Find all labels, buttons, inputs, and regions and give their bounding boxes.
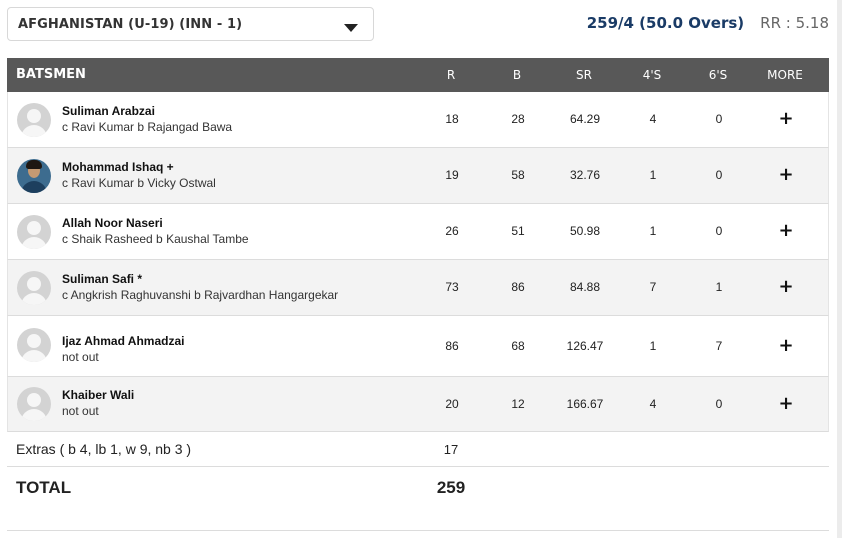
fours-cell: 4 bbox=[649, 397, 657, 411]
total-value: 259 bbox=[436, 478, 466, 497]
table-row: Khaiber Wali not out 20 12 166.67 4 0 + bbox=[7, 377, 829, 432]
fours-cell: 7 bbox=[649, 280, 657, 294]
fours-cell: 4 bbox=[649, 112, 657, 126]
table-row: Suliman Safi * c Angkrish Raghuvanshi b … bbox=[7, 260, 829, 316]
expand-plus-icon[interactable]: + bbox=[778, 276, 794, 297]
fours-cell: 1 bbox=[649, 339, 657, 353]
balls-cell: 28 bbox=[511, 112, 525, 126]
sixes-cell: 0 bbox=[715, 224, 723, 238]
header-balls: B bbox=[512, 68, 522, 82]
sixes-cell: 1 bbox=[715, 280, 723, 294]
strike-rate-cell: 84.88 bbox=[569, 280, 601, 294]
strike-rate-cell: 32.76 bbox=[569, 168, 601, 182]
balls-cell: 68 bbox=[511, 339, 525, 353]
runs-cell: 26 bbox=[445, 224, 459, 238]
placeholder-avatar-icon bbox=[17, 103, 51, 137]
runs-cell: 19 bbox=[445, 168, 459, 182]
scrollbar-track[interactable] bbox=[837, 0, 842, 538]
sixes-cell: 7 bbox=[715, 339, 723, 353]
balls-cell: 86 bbox=[511, 280, 525, 294]
sixes-cell: 0 bbox=[715, 397, 723, 411]
chevron-down-icon[interactable] bbox=[344, 24, 358, 32]
dismissal-text: not out bbox=[62, 350, 99, 364]
batsman-name[interactable]: Khaiber Wali bbox=[62, 388, 135, 402]
expand-plus-icon[interactable]: + bbox=[778, 393, 794, 414]
fours-cell: 1 bbox=[649, 224, 657, 238]
batsman-name[interactable]: Allah Noor Naseri bbox=[62, 216, 163, 230]
player-photo bbox=[17, 159, 51, 193]
balls-cell: 51 bbox=[511, 224, 525, 238]
header-sixes: 6'S bbox=[708, 68, 728, 82]
runs-cell: 73 bbox=[445, 280, 459, 294]
batting-table-header: BATSMEN R B SR 4'S 6'S MORE bbox=[7, 58, 829, 92]
dismissal-text: c Ravi Kumar b Vicky Ostwal bbox=[62, 176, 216, 190]
expand-plus-icon[interactable]: + bbox=[778, 164, 794, 185]
strike-rate-cell: 126.47 bbox=[566, 339, 604, 353]
runs-cell: 18 bbox=[445, 112, 459, 126]
placeholder-avatar-icon bbox=[17, 387, 51, 421]
team-score: 259/4 (50.0 Overs) bbox=[586, 14, 745, 32]
extras-label: Extras ( b 4, lb 1, w 9, nb 3 ) bbox=[16, 441, 192, 457]
run-rate: RR : 5.18 bbox=[760, 14, 829, 32]
expand-plus-icon[interactable]: + bbox=[778, 335, 794, 356]
strike-rate-cell: 64.29 bbox=[569, 112, 601, 126]
innings-dropdown-label: AFGHANISTAN (U-19) (INN - 1) bbox=[18, 16, 243, 32]
placeholder-avatar-icon bbox=[17, 271, 51, 305]
header-strike-rate: SR bbox=[576, 68, 592, 82]
balls-cell: 58 bbox=[511, 168, 525, 182]
fours-cell: 1 bbox=[649, 168, 657, 182]
table-row: Suliman Arabzai c Ravi Kumar b Rajangad … bbox=[7, 92, 829, 148]
expand-plus-icon[interactable]: + bbox=[778, 108, 794, 129]
sixes-cell: 0 bbox=[715, 168, 723, 182]
batsman-name[interactable]: Suliman Arabzai bbox=[62, 104, 155, 118]
balls-cell: 12 bbox=[511, 397, 525, 411]
batting-table-body: Suliman Arabzai c Ravi Kumar b Rajangad … bbox=[7, 92, 829, 432]
sixes-cell: 0 bbox=[715, 112, 723, 126]
score-summary: 259/4 (50.0 Overs) RR : 5.18 bbox=[587, 14, 829, 32]
dismissal-text: not out bbox=[62, 404, 99, 418]
extras-value: 17 bbox=[443, 442, 459, 457]
dismissal-text: c Shaik Rasheed b Kaushal Tambe bbox=[62, 232, 249, 246]
header-runs: R bbox=[446, 68, 456, 82]
placeholder-avatar-icon bbox=[17, 328, 51, 362]
strike-rate-cell: 50.98 bbox=[569, 224, 601, 238]
runs-cell: 20 bbox=[445, 397, 459, 411]
header-fours: 4'S bbox=[642, 68, 662, 82]
strike-rate-cell: 166.67 bbox=[566, 397, 604, 411]
table-row: Allah Noor Naseri c Shaik Rasheed b Kaus… bbox=[7, 204, 829, 260]
runs-cell: 86 bbox=[445, 339, 459, 353]
innings-dropdown[interactable]: AFGHANISTAN (U-19) (INN - 1) bbox=[7, 7, 374, 41]
total-label: TOTAL bbox=[16, 478, 72, 497]
total-row: TOTAL 259 bbox=[7, 467, 829, 531]
extras-row: Extras ( b 4, lb 1, w 9, nb 3 ) 17 bbox=[7, 432, 829, 467]
table-row: Mohammad Ishaq + c Ravi Kumar b Vicky Os… bbox=[7, 148, 829, 204]
placeholder-avatar-icon bbox=[17, 215, 51, 249]
batsman-name[interactable]: Suliman Safi * bbox=[62, 272, 143, 286]
batsman-name[interactable]: Ijaz Ahmad Ahmadzai bbox=[62, 334, 185, 348]
table-row: Ijaz Ahmad Ahmadzai not out 86 68 126.47… bbox=[7, 316, 829, 377]
batsman-name[interactable]: Mohammad Ishaq + bbox=[62, 160, 174, 174]
header-more: MORE bbox=[767, 68, 803, 82]
dismissal-text: c Angkrish Raghuvanshi b Rajvardhan Hang… bbox=[62, 288, 339, 302]
dismissal-text: c Ravi Kumar b Rajangad Bawa bbox=[62, 120, 233, 134]
header-batsmen: BATSMEN bbox=[16, 67, 86, 82]
expand-plus-icon[interactable]: + bbox=[778, 220, 794, 241]
